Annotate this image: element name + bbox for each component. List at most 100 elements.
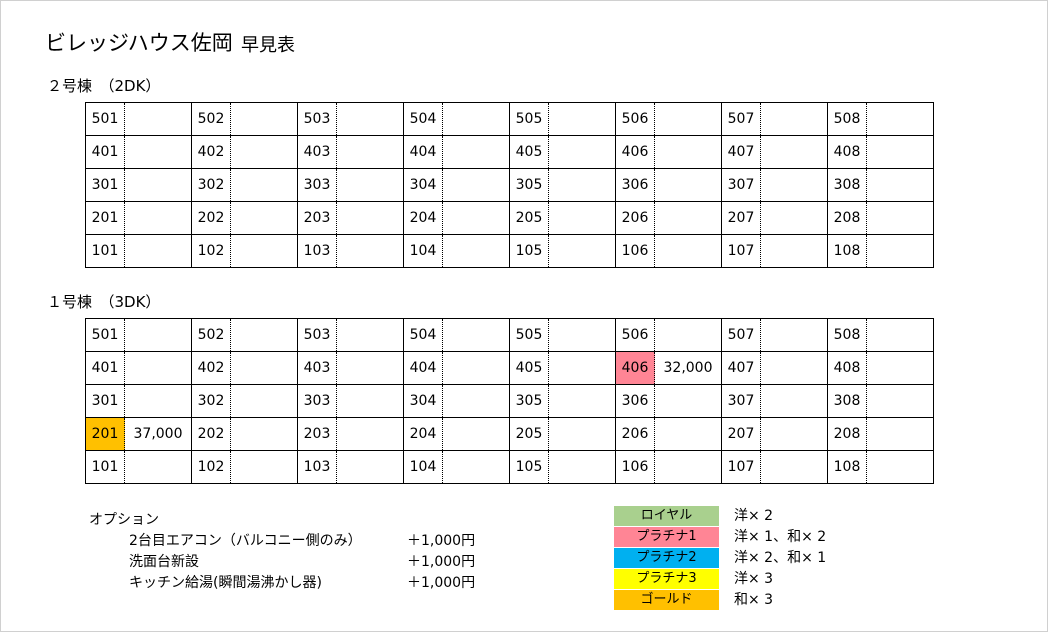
room-number[interactable]: 502 [191, 102, 231, 136]
room-number[interactable]: 404 [403, 351, 443, 385]
room-price[interactable] [866, 450, 934, 484]
room-price[interactable] [124, 168, 192, 202]
room-price[interactable] [866, 135, 934, 169]
room-price[interactable] [760, 201, 828, 235]
room-number[interactable]: 405 [509, 351, 549, 385]
room-number[interactable]: 501 [85, 102, 125, 136]
room-price[interactable] [230, 234, 298, 268]
room-number[interactable]: 407 [721, 351, 761, 385]
room-price[interactable] [548, 135, 616, 169]
room-price[interactable] [548, 384, 616, 418]
room-number[interactable]: 305 [509, 168, 549, 202]
room-number[interactable]: 408 [827, 351, 867, 385]
room-price[interactable] [230, 318, 298, 352]
room-number[interactable]: 408 [827, 135, 867, 169]
room-number[interactable]: 302 [191, 384, 231, 418]
room-price[interactable] [124, 384, 192, 418]
room-price[interactable] [442, 417, 510, 451]
room-number[interactable]: 407 [721, 135, 761, 169]
room-price[interactable] [336, 234, 404, 268]
room-price[interactable] [760, 417, 828, 451]
room-price[interactable] [654, 384, 722, 418]
room-number[interactable]: 205 [509, 201, 549, 235]
room-price[interactable] [654, 417, 722, 451]
room-price[interactable] [124, 234, 192, 268]
room-price[interactable] [336, 450, 404, 484]
room-number[interactable]: 403 [297, 135, 337, 169]
room-number[interactable]: 105 [509, 450, 549, 484]
room-number[interactable]: 401 [85, 135, 125, 169]
room-price[interactable] [760, 351, 828, 385]
room-price[interactable] [124, 135, 192, 169]
room-price[interactable] [654, 135, 722, 169]
room-price[interactable] [654, 201, 722, 235]
room-price[interactable] [548, 351, 616, 385]
room-number[interactable]: 206 [615, 201, 655, 235]
room-price[interactable] [442, 318, 510, 352]
room-price[interactable] [230, 417, 298, 451]
room-price[interactable] [336, 168, 404, 202]
room-number[interactable]: 208 [827, 201, 867, 235]
room-number[interactable]: 103 [297, 450, 337, 484]
room-price[interactable] [336, 102, 404, 136]
room-price[interactable] [548, 318, 616, 352]
room-price[interactable] [230, 168, 298, 202]
room-price[interactable] [548, 201, 616, 235]
room-price[interactable] [866, 102, 934, 136]
room-price[interactable] [760, 450, 828, 484]
room-price[interactable] [124, 102, 192, 136]
room-number[interactable]: 401 [85, 351, 125, 385]
room-price[interactable] [548, 168, 616, 202]
room-price[interactable] [124, 201, 192, 235]
room-price[interactable] [654, 318, 722, 352]
room-number[interactable]: 201 [85, 201, 125, 235]
room-price[interactable] [442, 102, 510, 136]
room-number[interactable]: 306 [615, 168, 655, 202]
room-price[interactable] [336, 417, 404, 451]
room-number[interactable]: 106 [615, 234, 655, 268]
room-price[interactable] [548, 102, 616, 136]
room-price[interactable]: 32,000 [654, 351, 722, 385]
room-number[interactable]: 406 [615, 351, 655, 385]
room-price[interactable] [760, 384, 828, 418]
room-price[interactable] [760, 102, 828, 136]
room-number[interactable]: 301 [85, 168, 125, 202]
room-number[interactable]: 108 [827, 450, 867, 484]
room-price[interactable] [866, 318, 934, 352]
room-number[interactable]: 405 [509, 135, 549, 169]
room-price[interactable] [230, 450, 298, 484]
room-number[interactable]: 101 [85, 234, 125, 268]
room-price[interactable] [654, 450, 722, 484]
room-number[interactable]: 101 [85, 450, 125, 484]
room-number[interactable]: 307 [721, 384, 761, 418]
room-number[interactable]: 504 [403, 102, 443, 136]
room-price[interactable] [760, 234, 828, 268]
room-price[interactable] [336, 384, 404, 418]
room-price[interactable] [866, 201, 934, 235]
room-number[interactable]: 104 [403, 234, 443, 268]
room-price[interactable] [442, 135, 510, 169]
room-price[interactable] [760, 135, 828, 169]
room-price[interactable] [442, 351, 510, 385]
room-price[interactable] [654, 168, 722, 202]
room-price[interactable] [654, 102, 722, 136]
room-number[interactable]: 103 [297, 234, 337, 268]
room-number[interactable]: 508 [827, 102, 867, 136]
room-number[interactable]: 202 [191, 201, 231, 235]
room-number[interactable]: 302 [191, 168, 231, 202]
room-number[interactable]: 102 [191, 450, 231, 484]
room-number[interactable]: 304 [403, 384, 443, 418]
room-price[interactable] [548, 417, 616, 451]
room-number[interactable]: 202 [191, 417, 231, 451]
room-number[interactable]: 104 [403, 450, 443, 484]
room-number[interactable]: 506 [615, 102, 655, 136]
room-price[interactable] [866, 234, 934, 268]
room-number[interactable]: 102 [191, 234, 231, 268]
room-number[interactable]: 308 [827, 168, 867, 202]
room-price[interactable] [866, 351, 934, 385]
room-number[interactable]: 503 [297, 318, 337, 352]
room-number[interactable]: 403 [297, 351, 337, 385]
room-price[interactable] [548, 450, 616, 484]
room-price[interactable] [336, 318, 404, 352]
room-number[interactable]: 507 [721, 102, 761, 136]
